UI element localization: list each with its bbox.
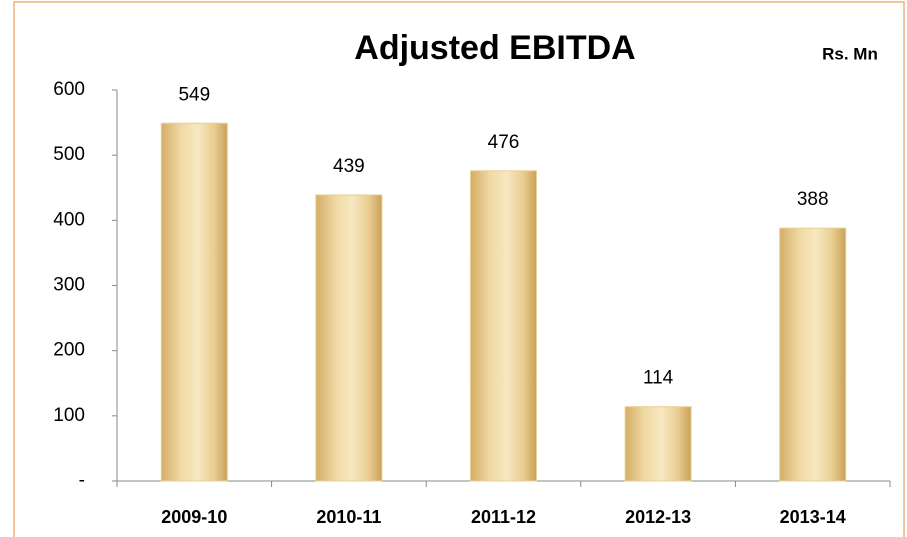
- bar: [470, 170, 537, 482]
- x-tick-label: 2011-12: [471, 507, 536, 527]
- bar: [315, 194, 383, 482]
- unit-label: Rs. Mn: [822, 44, 878, 63]
- data-label: 114: [643, 368, 674, 389]
- frame: [13, 1, 905, 537]
- bar: [624, 406, 692, 482]
- y-tick-label: 600: [53, 79, 85, 100]
- x-tick-label: 2009-10: [161, 507, 227, 527]
- chart-title: Adjusted EBITDA: [354, 29, 635, 67]
- data-label: 549: [178, 84, 210, 105]
- y-tick-label: 400: [53, 209, 85, 230]
- data-label: 439: [333, 156, 365, 177]
- data-label: 476: [488, 132, 520, 153]
- data-label: 388: [797, 189, 829, 210]
- x-tick-label: 2013-14: [780, 507, 846, 527]
- y-tick-label: 100: [53, 405, 85, 426]
- y-tick-label: 300: [53, 275, 85, 296]
- y-tick-label: -: [79, 470, 85, 491]
- x-tick-label: 2012-13: [625, 507, 691, 527]
- x-tick-label: 2010-11: [316, 507, 381, 527]
- y-tick-label: 200: [53, 340, 85, 361]
- bar: [779, 227, 847, 482]
- bar: [160, 122, 228, 482]
- y-tick-label: 500: [53, 144, 85, 165]
